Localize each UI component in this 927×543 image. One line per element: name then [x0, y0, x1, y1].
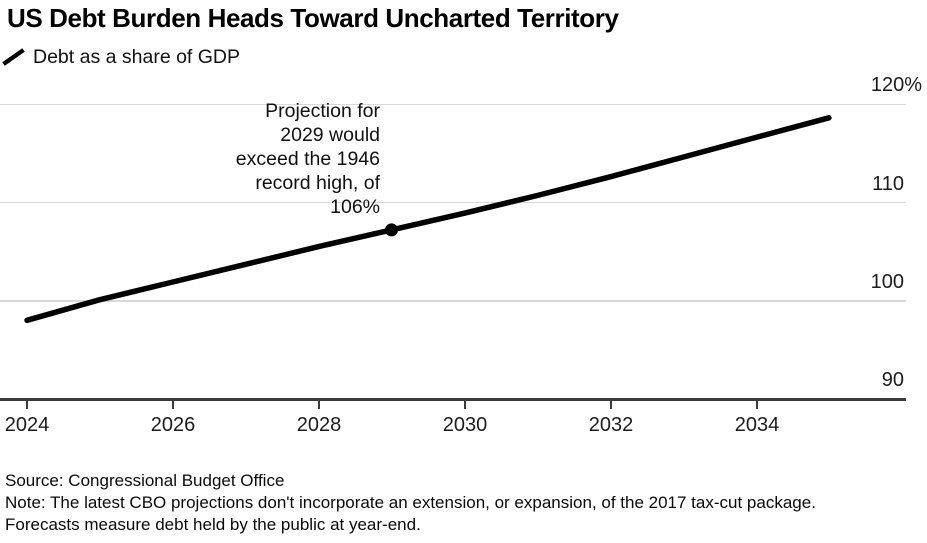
- page-title: US Debt Burden Heads Toward Uncharted Te…: [7, 3, 619, 33]
- y-axis-label-100: 100: [870, 271, 904, 293]
- annotation-line: 106%: [330, 196, 380, 218]
- data-point-marker-2029: [385, 223, 398, 237]
- annotation-line: exceed the 1946: [235, 148, 380, 170]
- x-axis-label-2034: 2034: [734, 414, 780, 436]
- x-axis-label-2028: 2028: [296, 414, 342, 436]
- legend: Debt as a share of GDP: [2, 46, 240, 68]
- note-text: Note: The latest CBO projections don't i…: [5, 493, 816, 534]
- x-axis-tick-2034: [756, 400, 758, 409]
- x-axis-tick-2024: [26, 400, 28, 409]
- annotation-line: Projection for: [265, 100, 380, 122]
- annotation-line: record high, of: [255, 172, 380, 194]
- x-axis-label-2030: 2030: [442, 414, 488, 436]
- source-text: Source: Congressional Budget Office: [5, 471, 285, 490]
- x-axis-label-2026: 2026: [150, 414, 196, 436]
- chart-footer: Source: Congressional Budget Office Note…: [5, 470, 905, 536]
- gridline-110: [0, 201, 906, 204]
- y-axis-label-90: 90: [881, 369, 904, 391]
- x-axis-tick-2032: [610, 400, 612, 409]
- x-axis-tick-2030: [464, 400, 466, 409]
- y-axis-label-110: 110: [872, 173, 904, 195]
- y-axis-label-120: 120%: [870, 74, 922, 96]
- gridline-120: [0, 103, 906, 105]
- x-axis-line: [0, 398, 906, 401]
- x-axis-label-2032: 2032: [588, 414, 634, 436]
- legend-label: Debt as a share of GDP: [33, 46, 241, 68]
- line-style-legend-icon: [2, 48, 25, 66]
- debt-share-line: [24, 115, 832, 324]
- gridline-100: [0, 300, 906, 302]
- annotation-2029: Projection for 2029 would exceed the 194…: [236, 99, 380, 219]
- x-axis-tick-2026: [172, 400, 174, 409]
- annotation-line: 2029 would: [280, 124, 380, 146]
- x-axis-tick-2028: [318, 400, 320, 409]
- x-axis-label-2024: 2024: [4, 414, 50, 436]
